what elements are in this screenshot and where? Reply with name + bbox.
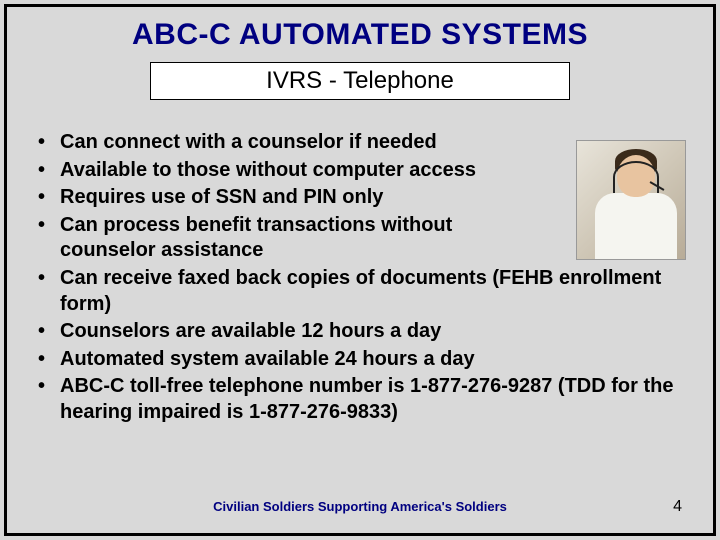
bullet-item: ABC-C toll-free telephone number is 1-87… <box>60 374 680 425</box>
subtitle-text: IVRS - Telephone <box>266 67 454 94</box>
page-number: 4 <box>673 498 682 516</box>
bullet-item: Can receive faxed back copies of documen… <box>60 266 680 317</box>
bullet-item: Counselors are available 12 hours a day <box>60 319 680 345</box>
footer-text: Civilian Soldiers Supporting America's S… <box>10 499 710 514</box>
slide-title: ABC-C AUTOMATED SYSTEMS <box>10 18 710 52</box>
subtitle-box: IVRS - Telephone <box>150 62 570 100</box>
headset-person-image <box>576 140 686 260</box>
bullet-item: Automated system available 24 hours a da… <box>60 347 680 373</box>
slide-content: ABC-C AUTOMATED SYSTEMS IVRS - Telephone… <box>10 10 710 530</box>
